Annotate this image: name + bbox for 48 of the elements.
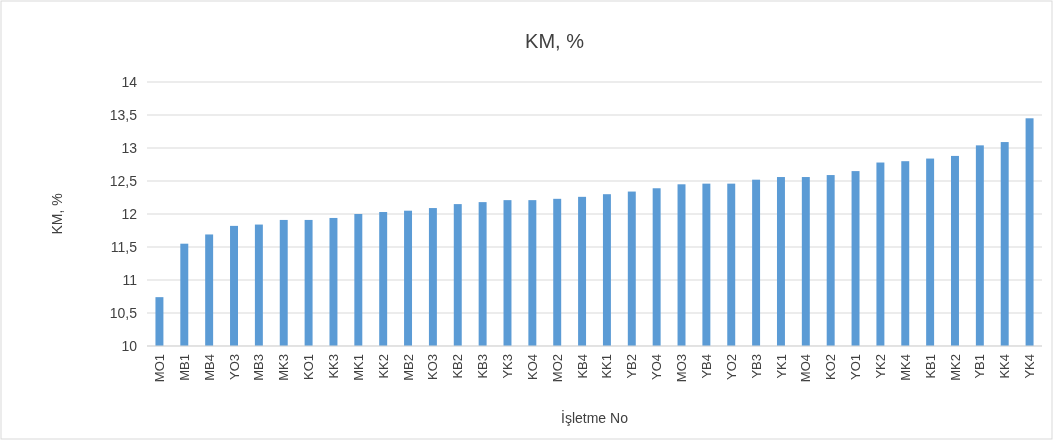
x-tick-label: MK2: [947, 354, 963, 381]
x-tick-label: MO1: [151, 354, 167, 383]
x-tick-label: KB1: [922, 354, 938, 379]
x-tick-label: YO2: [723, 354, 739, 381]
x-tick-label: KO1: [301, 354, 317, 381]
x-tick-label: KK4: [997, 354, 1013, 379]
x-tick-label: MK4: [897, 354, 913, 381]
x-tick-label: KK1: [599, 354, 615, 379]
x-tick-label: YK3: [500, 354, 516, 379]
x-tick-label: MK3: [276, 354, 292, 381]
x-tick-label: YB2: [624, 354, 640, 379]
x-tick-label: MO3: [674, 354, 690, 383]
x-tick-label: MB4: [201, 354, 217, 381]
x-tick-label: MB3: [251, 354, 267, 381]
y-tick-label: 11,5: [110, 238, 138, 255]
x-tick-label: YK4: [1022, 354, 1038, 379]
x-tick-label: YK1: [773, 354, 789, 379]
x-tick-label: KB2: [450, 354, 466, 379]
y-tick-label: 12: [121, 205, 138, 222]
x-tick-label: YK2: [872, 354, 888, 379]
x-tick-label: MB1: [176, 354, 192, 381]
x-axis-title: İşletme No: [561, 409, 629, 426]
x-tick-label: YB1: [972, 354, 988, 379]
y-tick-label: 13: [121, 139, 138, 156]
y-tick-label: 10,5: [109, 304, 138, 321]
x-tick-label: KO3: [425, 354, 441, 381]
x-tick-label: YB4: [698, 354, 714, 379]
chart-title: KM, %: [525, 30, 585, 52]
x-tick-label: YO1: [848, 354, 864, 381]
x-tick-label: KK2: [375, 354, 391, 379]
x-tick-label: MO4: [798, 354, 814, 383]
x-tick-label: KK3: [326, 354, 342, 379]
x-tick-label: YO3: [226, 354, 242, 381]
x-tick-label: KO2: [823, 354, 839, 381]
y-tick-label: 10: [121, 337, 138, 354]
y-axis-title: KM, %: [49, 193, 65, 235]
x-tick-label: YO4: [649, 354, 665, 381]
x-tick-label: KB3: [475, 354, 491, 379]
x-tick-label: MO2: [549, 354, 565, 383]
x-tick-label: KB4: [574, 354, 590, 379]
y-tick-label: 14: [121, 73, 138, 90]
y-tick-label: 12,5: [109, 172, 138, 189]
x-tick-label: YB3: [748, 354, 764, 379]
x-tick-label: MK1: [350, 354, 366, 381]
y-tick-label: 13,5: [109, 106, 138, 123]
x-tick-label: MB2: [400, 354, 416, 381]
x-tick-label: KO4: [524, 354, 540, 381]
y-tick-label: 11: [122, 271, 138, 288]
